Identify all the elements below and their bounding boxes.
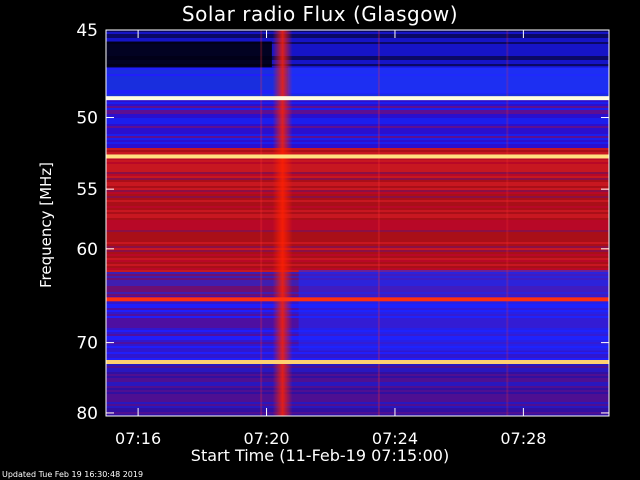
spectrogram-image: [106, 30, 609, 416]
y-tick-label: 50: [76, 109, 98, 129]
interference-line: [106, 96, 609, 101]
y-tick-label: 55: [76, 180, 98, 200]
interference-line: [106, 154, 609, 159]
y-tick-label: 70: [76, 334, 98, 354]
interference-line: [106, 360, 609, 365]
plot-frame: [105, 29, 610, 417]
y-tick-label: 80: [76, 404, 98, 424]
x-tick-label: 07:24: [372, 429, 418, 448]
chart-title: Solar radio Flux (Glasgow): [181, 2, 459, 26]
updated-timestamp: Updated Tue Feb 19 16:30:48 2019: [2, 470, 144, 479]
y-tick-label: 45: [76, 21, 98, 41]
y-axis-label: Frequency [MHz]: [37, 161, 55, 289]
x-tick-label: 07:16: [115, 429, 161, 448]
y-tick-label: 60: [76, 240, 98, 260]
interference-line: [106, 297, 609, 302]
x-tick-label: 07:28: [500, 429, 546, 448]
x-axis-label: Start Time (11-Feb-19 07:15:00): [190, 446, 450, 465]
x-tick-label: 07:20: [243, 429, 289, 448]
